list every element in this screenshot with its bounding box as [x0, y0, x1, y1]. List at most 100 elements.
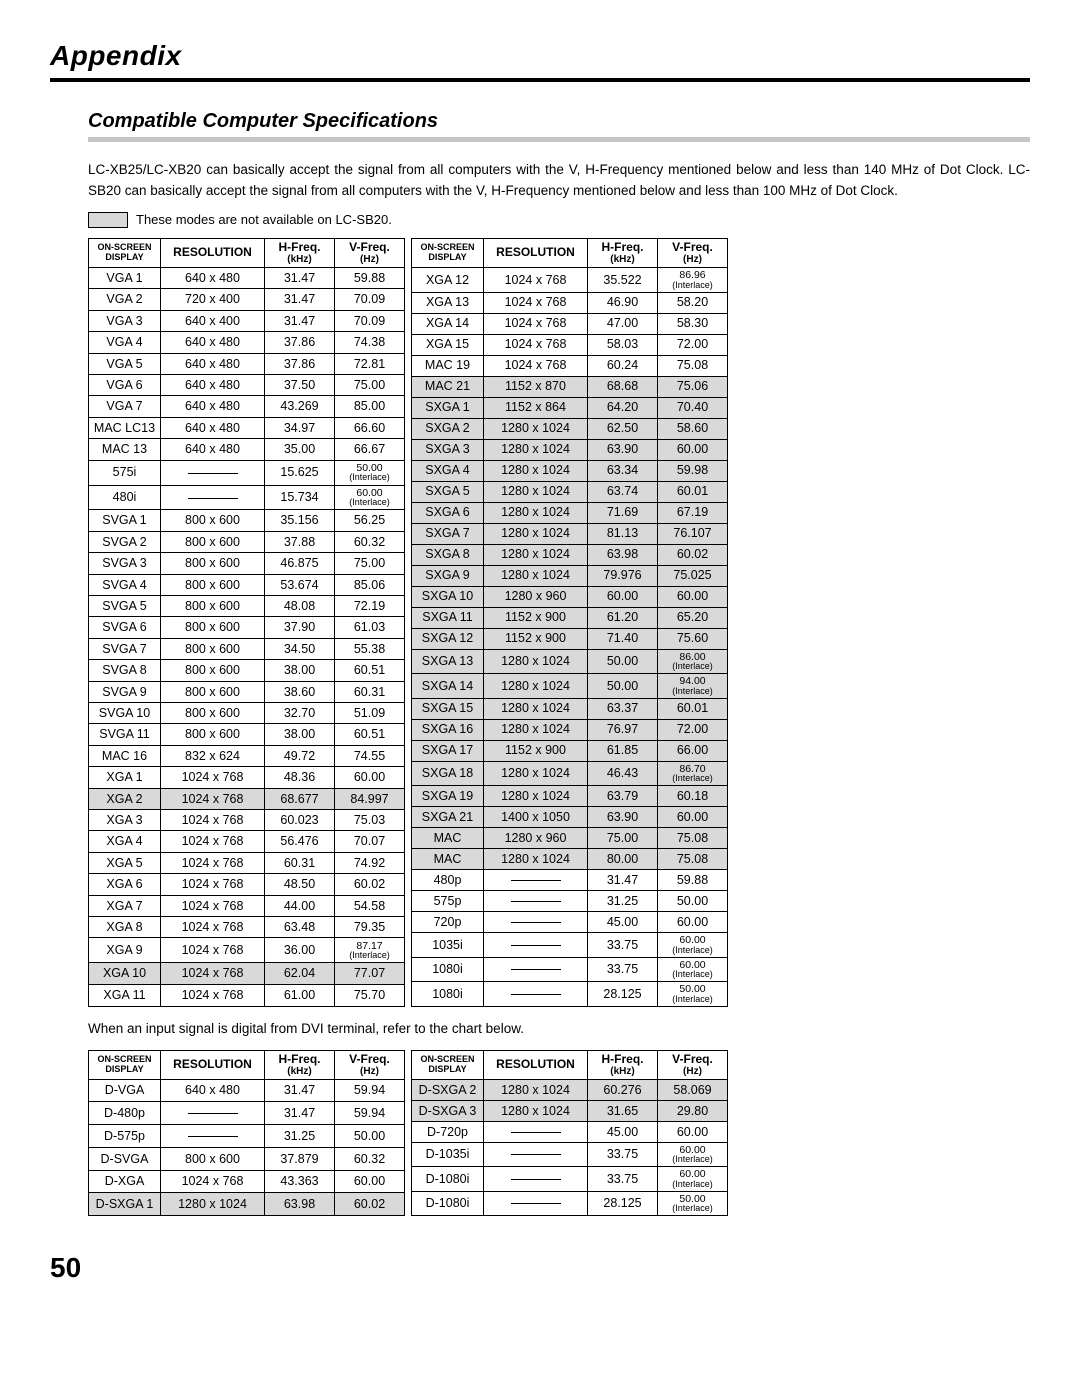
table-row: SXGA 31280 x 102463.9060.00 — [412, 439, 728, 460]
table-cell: 50.00(Interlace) — [658, 982, 728, 1007]
table-cell: D-VGA — [89, 1079, 161, 1102]
table-cell: 640 x 480 — [161, 396, 265, 417]
table-cell: 60.31 — [335, 681, 405, 702]
table-cell: VGA 4 — [89, 332, 161, 353]
table-row: SVGA 11800 x 60038.0060.51 — [89, 724, 405, 745]
table-cell: 720 x 400 — [161, 289, 265, 310]
table-row: VGA 3640 x 40031.4770.09 — [89, 310, 405, 331]
table-cell: 15.734 — [265, 485, 335, 510]
table-cell: 33.75 — [588, 933, 658, 958]
table-cell: 1280 x 1024 — [484, 786, 588, 807]
table-cell: SXGA 21 — [412, 807, 484, 828]
table-cell: D-SXGA 2 — [412, 1079, 484, 1100]
table-cell: 48.08 — [265, 596, 335, 617]
table-cell: 74.55 — [335, 745, 405, 766]
table-cell — [484, 982, 588, 1007]
table-row: SVGA 2800 x 60037.8860.32 — [89, 531, 405, 552]
table-cell: 45.00 — [588, 1121, 658, 1142]
table-cell: 72.00 — [658, 334, 728, 355]
table-cell: SVGA 11 — [89, 724, 161, 745]
table-cell: D-SVGA — [89, 1147, 161, 1170]
table-cell: MAC — [412, 849, 484, 870]
table-cell: 50.00(Interlace) — [658, 1191, 728, 1216]
table-row: 575p31.2550.00 — [412, 891, 728, 912]
table-cell: 800 x 600 — [161, 596, 265, 617]
table-cell: 63.34 — [588, 460, 658, 481]
table-row: SVGA 3800 x 60046.87575.00 — [89, 553, 405, 574]
table-row: XGA 71024 x 76844.0054.58 — [89, 895, 405, 916]
table-cell: 1024 x 768 — [161, 984, 265, 1006]
table-cell: 60.51 — [335, 660, 405, 681]
table-row: XGA 61024 x 76848.5060.02 — [89, 874, 405, 895]
table-row: SXGA 61280 x 102471.6967.19 — [412, 502, 728, 523]
table-cell: 33.75 — [588, 1167, 658, 1192]
table-cell: 34.50 — [265, 638, 335, 659]
table-cell: 63.90 — [588, 439, 658, 460]
table-cell: 63.98 — [265, 1193, 335, 1216]
table-cell: VGA 7 — [89, 396, 161, 417]
table-cell: SXGA 6 — [412, 502, 484, 523]
table-row: D-480p31.4759.94 — [89, 1102, 405, 1125]
table-cell: SVGA 7 — [89, 638, 161, 659]
table-row: XGA 31024 x 76860.02375.03 — [89, 809, 405, 830]
table-cell: 77.07 — [335, 963, 405, 984]
table-cell: 800 x 600 — [161, 660, 265, 681]
table-cell: MAC 16 — [89, 745, 161, 766]
table-cell: 60.02 — [658, 544, 728, 565]
table-cell: VGA 1 — [89, 268, 161, 289]
table-cell: XGA 5 — [89, 852, 161, 873]
table-cell: 35.156 — [265, 510, 335, 531]
table-cell: VGA 3 — [89, 310, 161, 331]
table-cell: 1280 x 1024 — [484, 460, 588, 481]
table-row: VGA 1640 x 48031.4759.88 — [89, 268, 405, 289]
spec-table-1-left: ON-SCREENDISPLAYRESOLUTIONH-Freq.(kHz)V-… — [88, 238, 405, 1007]
col-res: RESOLUTION — [484, 1050, 588, 1079]
table-cell: D-480p — [89, 1102, 161, 1125]
table-cell: 1024 x 768 — [484, 355, 588, 376]
table-cell: 1024 x 768 — [161, 895, 265, 916]
table-row: SXGA 191280 x 102463.7960.18 — [412, 786, 728, 807]
table-cell: 1024 x 768 — [161, 1170, 265, 1193]
table-cell — [484, 1167, 588, 1192]
table-cell: SXGA 8 — [412, 544, 484, 565]
table-cell: 54.58 — [335, 895, 405, 916]
table-cell: 74.92 — [335, 852, 405, 873]
table-cell: D-SXGA 3 — [412, 1100, 484, 1121]
col-res: RESOLUTION — [161, 238, 265, 267]
table-cell: D-720p — [412, 1121, 484, 1142]
table-cell: 75.00 — [335, 374, 405, 395]
table-cell: 87.17(Interlace) — [335, 938, 405, 963]
table-cell: 60.00(Interlace) — [658, 1142, 728, 1167]
table-cell: 75.60 — [658, 628, 728, 649]
table-cell: 37.50 — [265, 374, 335, 395]
table-cell: 1280 x 960 — [484, 586, 588, 607]
table-row: 720p45.0060.00 — [412, 912, 728, 933]
table-cell: 1024 x 768 — [484, 292, 588, 313]
table-cell: XGA 15 — [412, 334, 484, 355]
table-cell: 68.68 — [588, 376, 658, 397]
table-cell: SXGA 5 — [412, 481, 484, 502]
col-vfreq: V-Freq.(Hz) — [658, 1050, 728, 1079]
table-cell: 58.20 — [658, 292, 728, 313]
table-row: MAC LC13640 x 48034.9766.60 — [89, 417, 405, 438]
col-osd: ON-SCREENDISPLAY — [89, 1050, 161, 1079]
table-cell: 60.00(Interlace) — [335, 485, 405, 510]
table-cell: 1024 x 768 — [161, 852, 265, 873]
table-cell: 44.00 — [265, 895, 335, 916]
table-row: SXGA 211400 x 105063.9060.00 — [412, 807, 728, 828]
shaded-swatch — [88, 212, 128, 228]
table-cell: 60.31 — [265, 852, 335, 873]
table-cell: 75.00 — [335, 553, 405, 574]
table-cell: 1024 x 768 — [484, 268, 588, 293]
table-cell: 1080i — [412, 957, 484, 982]
table-cell: 1280 x 1024 — [484, 439, 588, 460]
table-cell: D-1080i — [412, 1167, 484, 1192]
table-cell: 60.51 — [335, 724, 405, 745]
table-cell: XGA 6 — [89, 874, 161, 895]
table-cell: 800 x 600 — [161, 638, 265, 659]
table-cell: 50.00 — [658, 891, 728, 912]
table-cell: SXGA 14 — [412, 674, 484, 699]
table-cell: 66.67 — [335, 439, 405, 460]
table-cell: 63.79 — [588, 786, 658, 807]
table-cell: 480i — [89, 485, 161, 510]
